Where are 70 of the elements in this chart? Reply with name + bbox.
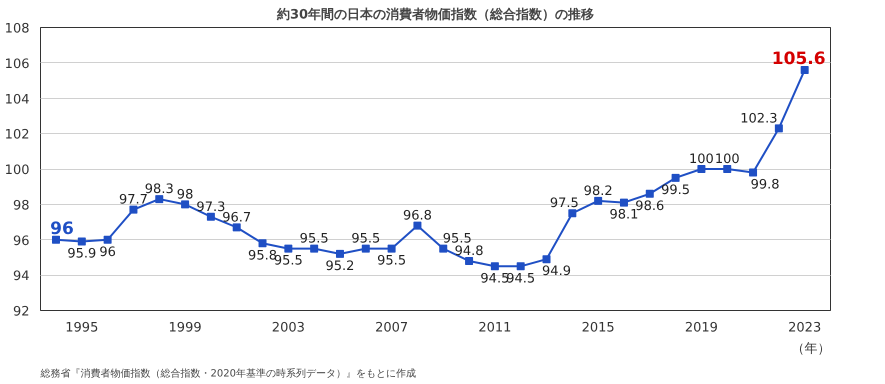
point [310, 244, 318, 253]
data-label: 95.5 [351, 232, 380, 247]
point [749, 168, 758, 177]
y-tick-label: 94 [12, 269, 30, 284]
point [129, 206, 138, 214]
data-label: 96 [50, 218, 74, 239]
y-tick-label: 98 [12, 198, 30, 214]
y-tick-label: 102 [4, 128, 30, 143]
point [413, 222, 422, 230]
data-label: 102.3 [740, 111, 778, 126]
point [439, 244, 448, 253]
data-label: 96.8 [402, 208, 432, 224]
x-tick-label: 2007 [375, 320, 408, 336]
point [697, 165, 706, 173]
x-tick-label: 2011 [478, 320, 512, 336]
x-tick-label: 2023 [788, 320, 822, 336]
data-label: 95.5 [377, 254, 406, 269]
point [568, 209, 576, 218]
point [774, 124, 783, 132]
point [232, 223, 241, 232]
point [723, 165, 732, 173]
point [284, 244, 292, 253]
x-tick-label: 2003 [272, 320, 305, 336]
y-tick-label: 96 [12, 234, 30, 249]
data-label: 100 [689, 152, 714, 167]
data-label: 98 [176, 187, 194, 202]
point [620, 198, 628, 207]
x-tick-label: 1999 [168, 320, 202, 336]
x-tick-label: 2019 [684, 320, 718, 336]
x-tick-label: 1995 [65, 320, 98, 336]
y-tick-label: 92 [12, 304, 30, 320]
point [516, 262, 525, 270]
point [800, 66, 809, 74]
data-label: 96 [99, 244, 116, 260]
chart-title: 約30年間の日本の消費者物価指数（総合指数）の推移 [276, 6, 594, 22]
point [465, 256, 474, 265]
data-label: 96.7 [222, 210, 252, 226]
y-tick-label: 100 [4, 163, 30, 178]
x-axis-title: （年） [792, 342, 830, 356]
point [155, 195, 164, 204]
data-label: 97.5 [550, 196, 579, 212]
data-label: 94.9 [542, 264, 571, 280]
point [646, 190, 654, 198]
data-label: 95.2 [326, 258, 354, 274]
y-tick-label: 104 [4, 92, 30, 108]
data-label: 95.5 [300, 232, 329, 247]
y-tick-label: 108 [4, 22, 30, 36]
x-tick-label: 2015 [582, 320, 615, 336]
data-label: 95.9 [67, 246, 96, 262]
point [206, 212, 215, 221]
data-label: 98.2 [584, 184, 613, 199]
point [104, 236, 112, 244]
data-label: 99.8 [750, 178, 780, 193]
point [388, 244, 396, 253]
point [362, 244, 370, 253]
point [78, 238, 86, 246]
point [258, 239, 267, 248]
point [181, 200, 190, 208]
point [594, 196, 602, 205]
point [52, 236, 60, 244]
data-label: 100 [714, 152, 740, 167]
y-tick-label: 106 [4, 56, 30, 72]
data-label: 97.7 [118, 192, 148, 208]
point [336, 250, 344, 258]
point [542, 255, 551, 264]
data-label: 99.5 [661, 182, 690, 198]
point [672, 174, 680, 182]
point [490, 262, 499, 270]
data-label: 105.6 [772, 48, 826, 69]
text: 総務省『消費者物価指数（総合指数・2020年基準の時系列データ）』をもとに作成 [40, 368, 416, 380]
